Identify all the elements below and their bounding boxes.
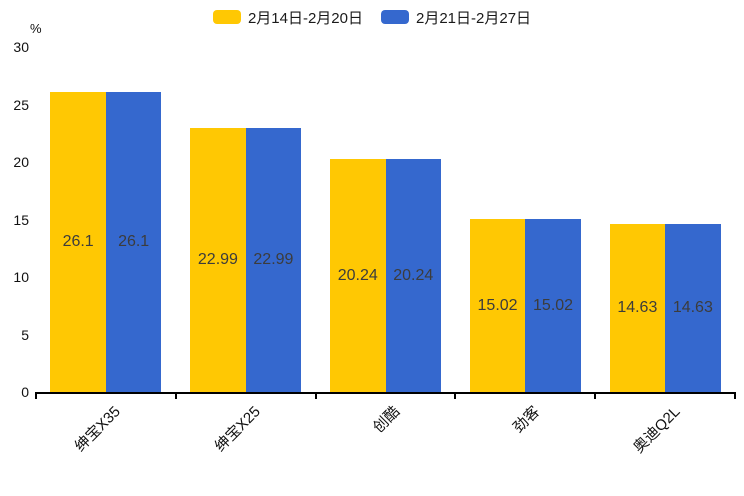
x-category-label-text: 创酷 [370,403,404,437]
y-tick-label-0: 0 [21,384,29,400]
x-axis-tick-3 [454,394,457,399]
bar-series1-cat3 [525,219,581,392]
bar-value-label-series0-cat2: 20.24 [337,266,378,284]
bar-value-label-series1-cat3: 15.02 [533,296,574,314]
legend-swatch-blue [381,10,409,24]
x-category-label-text: 绅宝X25 [211,403,264,456]
bar-value-label-series0-cat4: 14.63 [617,298,658,316]
x-category-label-text: 奥迪Q2L [629,403,684,457]
x-axis-tick-4 [594,394,597,399]
bar-value-label-series0-cat1: 22.99 [197,250,238,268]
y-tick-label-10: 10 [13,269,29,285]
y-tick-label-20: 20 [13,154,29,170]
chart-legend: 2月14日-2月20日 2月21日-2月27日 [0,6,744,28]
bar-series0-cat4 [609,223,666,392]
bar-series0-cat0 [50,91,106,392]
bar-series0-cat2 [330,159,386,392]
x-axis-tick-0 [35,394,37,399]
y-axis-unit-label: % [30,21,42,36]
x-axis-tick-2 [314,394,317,399]
bar-series0-cat3 [469,219,526,392]
bar-series0-cat1 [190,127,246,392]
bar-series1-cat0 [105,91,162,392]
bar-series1-cat1 [245,127,302,392]
x-axis-line [35,392,736,394]
bar-value-label-series1-cat2: 20.24 [393,266,434,284]
legend-swatch-yellow [212,10,241,24]
y-tick-label-5: 5 [21,326,29,343]
y-tick-label-30: 30 [13,39,29,55]
x-axis-tick-1 [174,394,177,399]
legend-item-week2: 2月21日-2月27日 [381,7,531,28]
bar-value-label-series0-cat3: 15.02 [477,296,518,314]
x-category-label-text: 绅宝X35 [71,403,125,456]
y-tick-label-15: 15 [13,211,29,228]
bar-value-label-series1-cat0: 26.1 [118,232,150,250]
y-tick-label-25: 25 [13,96,29,113]
legend-label-week1: 2月14日-2月20日 [247,9,363,27]
bar-series1-cat2 [385,159,441,392]
x-category-label-text: 劲客 [510,403,544,437]
bar-value-label-series0-cat0: 26.1 [62,232,94,250]
x-axis-tick-5 [734,394,736,399]
bar-value-label-series1-cat4: 14.63 [672,298,713,316]
legend-item-week1: 2月14日-2月20日 [212,7,363,28]
bar-series1-cat4 [665,223,721,392]
bar-value-label-series1-cat1: 22.99 [253,250,294,268]
legend-label-week2: 2月21日-2月27日 [416,9,532,27]
